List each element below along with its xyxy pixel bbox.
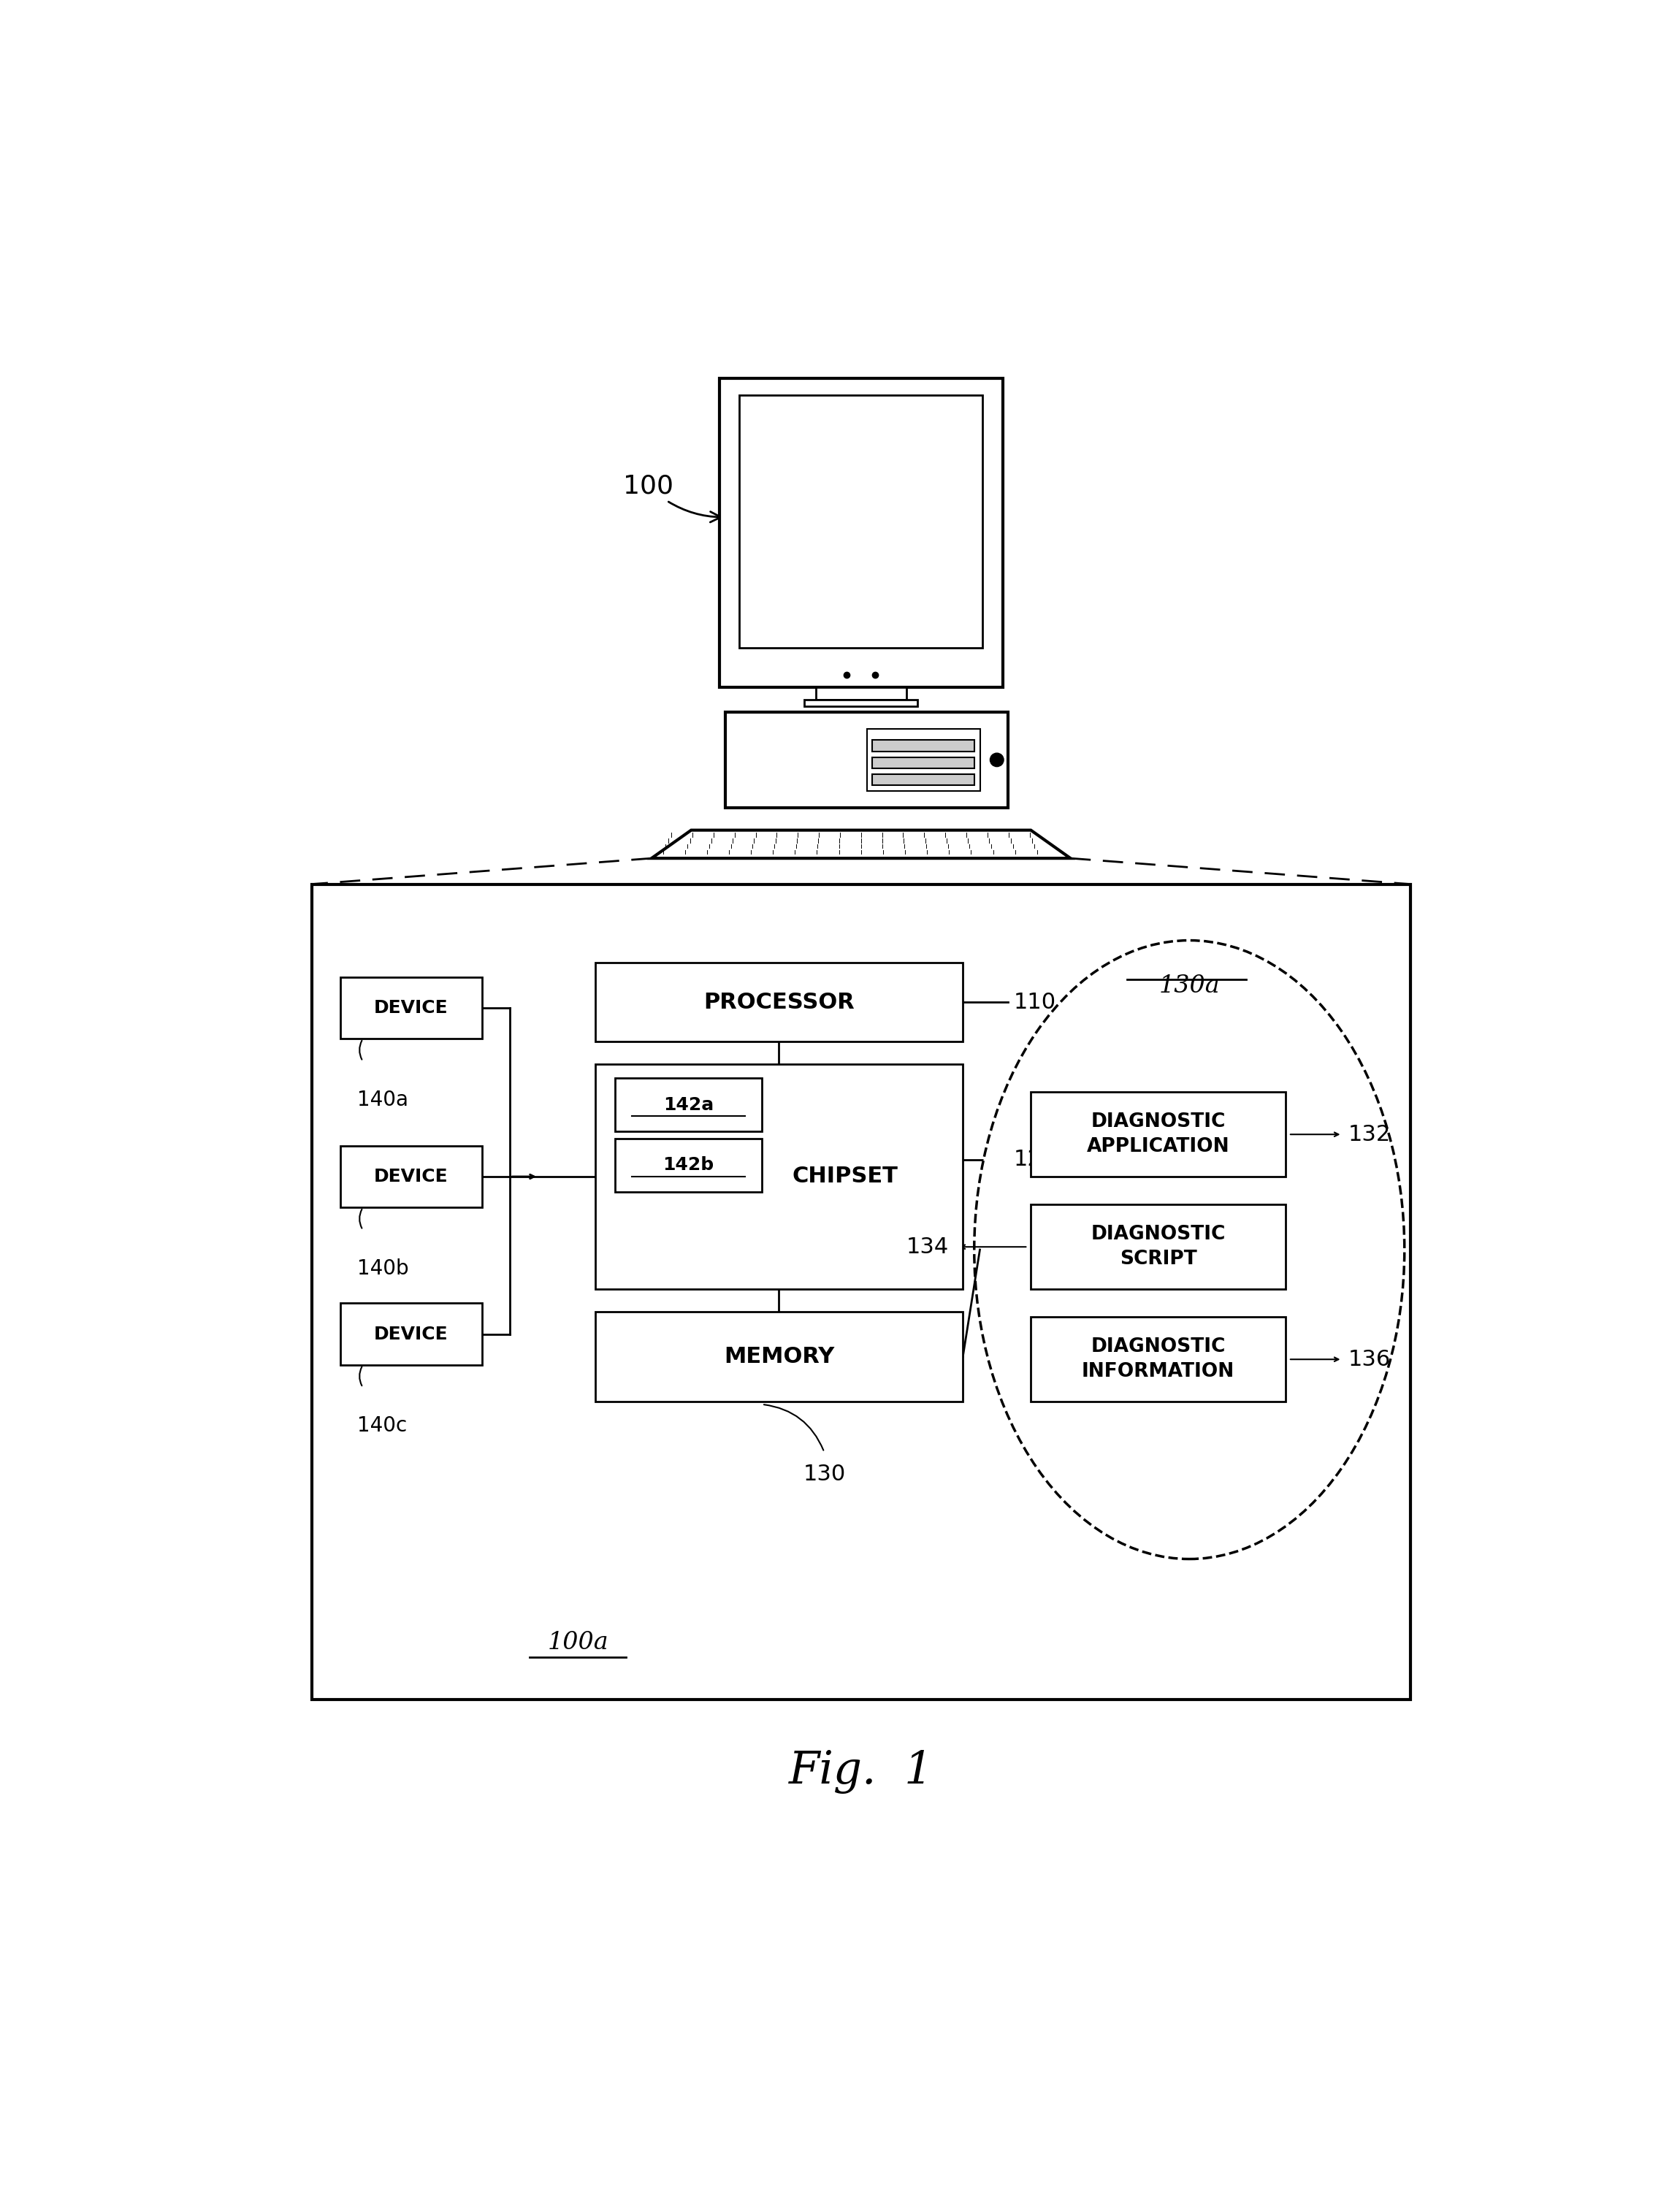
Bar bbox=[595, 963, 963, 1042]
Ellipse shape bbox=[974, 941, 1404, 1560]
Bar bbox=[339, 1145, 482, 1207]
Text: 134: 134 bbox=[906, 1235, 949, 1257]
Bar bbox=[595, 1064, 963, 1290]
Text: PROCESSOR: PROCESSOR bbox=[704, 992, 855, 1014]
Text: 130a: 130a bbox=[1159, 974, 1220, 998]
Text: 120: 120 bbox=[1013, 1150, 1057, 1169]
Bar bbox=[595, 1312, 963, 1402]
Bar bbox=[872, 739, 974, 750]
Text: DIAGNOSTIC
APPLICATION: DIAGNOSTIC APPLICATION bbox=[1087, 1112, 1230, 1156]
Text: 140c: 140c bbox=[358, 1415, 407, 1437]
Text: 100: 100 bbox=[623, 474, 721, 522]
Text: 140a: 140a bbox=[358, 1090, 408, 1110]
Text: DIAGNOSTIC
INFORMATION: DIAGNOSTIC INFORMATION bbox=[1082, 1338, 1235, 1382]
Bar bbox=[872, 774, 974, 785]
Bar bbox=[615, 1139, 763, 1191]
Bar bbox=[726, 713, 1008, 807]
Text: 100a: 100a bbox=[548, 1630, 608, 1654]
Text: DEVICE: DEVICE bbox=[375, 998, 449, 1016]
Bar bbox=[1032, 1205, 1285, 1290]
Text: 132: 132 bbox=[1347, 1123, 1391, 1145]
Bar bbox=[339, 976, 482, 1038]
Text: CHIPSET: CHIPSET bbox=[793, 1165, 899, 1187]
Bar bbox=[739, 395, 983, 647]
Text: 130: 130 bbox=[803, 1463, 845, 1485]
Text: 142a: 142a bbox=[664, 1097, 714, 1115]
Bar bbox=[339, 1303, 482, 1365]
Bar bbox=[867, 728, 979, 790]
Polygon shape bbox=[652, 829, 1070, 858]
Text: DEVICE: DEVICE bbox=[375, 1167, 449, 1185]
Text: DEVICE: DEVICE bbox=[375, 1325, 449, 1343]
Text: 110: 110 bbox=[1013, 992, 1057, 1014]
Bar bbox=[872, 757, 974, 768]
Text: 136: 136 bbox=[1347, 1349, 1391, 1369]
Bar bbox=[805, 700, 917, 706]
Circle shape bbox=[990, 753, 1003, 766]
Text: MEMORY: MEMORY bbox=[724, 1345, 835, 1367]
Bar bbox=[816, 687, 906, 700]
Bar bbox=[1032, 1093, 1285, 1176]
Bar bbox=[719, 377, 1003, 687]
Bar bbox=[1032, 1316, 1285, 1402]
Bar bbox=[615, 1077, 763, 1132]
Bar bbox=[312, 884, 1410, 1700]
Text: 142b: 142b bbox=[662, 1156, 714, 1174]
Text: 140b: 140b bbox=[358, 1257, 408, 1279]
Text: DIAGNOSTIC
SCRIPT: DIAGNOSTIC SCRIPT bbox=[1090, 1224, 1225, 1268]
Text: Fig.  1: Fig. 1 bbox=[788, 1751, 934, 1795]
